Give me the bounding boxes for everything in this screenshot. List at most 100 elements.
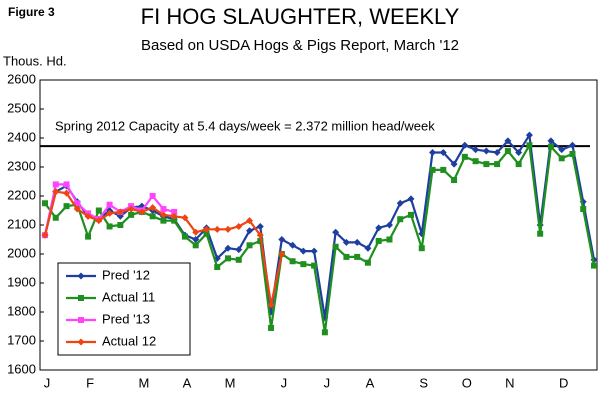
data-point: [225, 255, 231, 262]
data-point: [160, 206, 167, 213]
data-point: [246, 242, 253, 249]
data-point: [429, 166, 436, 173]
data-point: [364, 244, 372, 252]
data-point: [299, 247, 307, 255]
data-point: [504, 148, 511, 155]
data-point: [482, 147, 490, 155]
data-point: [117, 222, 124, 228]
series-line: [44, 141, 596, 333]
data-point: [461, 141, 469, 149]
y-tick-label: 2000: [7, 245, 36, 260]
data-point: [386, 236, 393, 243]
data-point: [192, 236, 200, 243]
data-point: [267, 301, 275, 309]
y-tick-label: 2400: [7, 129, 36, 144]
data-point: [202, 225, 210, 233]
data-point: [332, 243, 339, 250]
data-point: [235, 256, 242, 263]
data-point: [149, 193, 156, 199]
x-tick-label: M: [138, 375, 149, 390]
data-point: [440, 166, 447, 173]
data-point: [95, 207, 102, 214]
legend-label: Pred '13: [102, 311, 150, 326]
data-point: [171, 217, 178, 224]
data-point: [116, 208, 124, 216]
data-point: [397, 216, 404, 223]
data-point: [494, 161, 501, 168]
data-point: [526, 142, 533, 149]
data-point: [256, 231, 264, 239]
y-axis-label: Thous. Hd.: [3, 53, 67, 68]
data-point: [289, 258, 296, 265]
x-tick-label: A: [183, 375, 192, 390]
data-point: [256, 222, 264, 230]
figure-label: Figure 3: [8, 5, 55, 19]
data-point: [41, 231, 49, 239]
data-point: [63, 181, 70, 188]
x-tick-label: N: [505, 375, 514, 390]
data-point: [149, 213, 156, 220]
data-point: [149, 204, 157, 212]
data-point: [192, 242, 199, 249]
x-tick-label: A: [366, 375, 375, 390]
y-tick-label: 2600: [7, 71, 36, 86]
data-point: [278, 250, 286, 258]
data-point: [353, 238, 361, 246]
data-point: [591, 262, 597, 269]
data-point: [558, 146, 566, 154]
data-point: [472, 146, 480, 154]
capacity-label: Spring 2012 Capacity at 5.4 days/week = …: [55, 119, 435, 134]
legend-swatch-marker: [78, 317, 84, 323]
data-point: [515, 161, 522, 168]
x-tick-label: D: [559, 375, 568, 390]
data-point: [74, 200, 81, 207]
data-point: [52, 181, 59, 188]
data-point: [235, 222, 243, 230]
data-point: [213, 225, 221, 233]
chart-title: FI HOG SLAUGHTER, WEEKLY: [141, 4, 460, 29]
data-point: [311, 262, 318, 269]
data-point: [537, 230, 544, 237]
x-tick-label: J: [281, 375, 288, 390]
data-point: [268, 324, 275, 331]
data-point: [450, 160, 458, 168]
data-point: [52, 214, 59, 221]
data-point: [547, 137, 555, 145]
data-point: [451, 177, 458, 184]
data-point: [181, 214, 189, 222]
data-point: [547, 143, 554, 150]
data-point: [214, 264, 221, 271]
data-point: [332, 228, 340, 236]
data-point: [85, 233, 92, 240]
x-tick-label: S: [419, 375, 428, 390]
data-point: [310, 247, 318, 255]
data-point: [106, 209, 114, 217]
data-point: [42, 200, 48, 207]
data-point: [192, 228, 200, 236]
data-point: [385, 221, 393, 229]
data-point: [375, 237, 382, 244]
data-point: [106, 201, 113, 208]
data-point: [159, 211, 167, 219]
data-point: [407, 195, 415, 203]
data-point: [569, 150, 576, 157]
data-point: [224, 225, 232, 233]
data-point: [558, 155, 565, 162]
y-tick-label: 1700: [7, 332, 36, 347]
y-tick-label: 1900: [7, 274, 36, 289]
y-tick-label: 2100: [7, 216, 36, 231]
data-point: [138, 208, 146, 216]
x-tick-label: O: [462, 375, 472, 390]
data-point: [396, 199, 404, 207]
data-point: [181, 233, 188, 240]
data-point: [171, 208, 178, 215]
legend-label: Actual 12: [102, 333, 156, 348]
data-point: [364, 259, 371, 266]
data-point: [246, 217, 254, 225]
data-point: [203, 230, 210, 237]
y-tick-label: 1600: [7, 361, 36, 376]
legend-label: Pred '12: [102, 267, 150, 282]
legend-swatch-marker: [77, 338, 85, 346]
data-point: [52, 188, 60, 196]
